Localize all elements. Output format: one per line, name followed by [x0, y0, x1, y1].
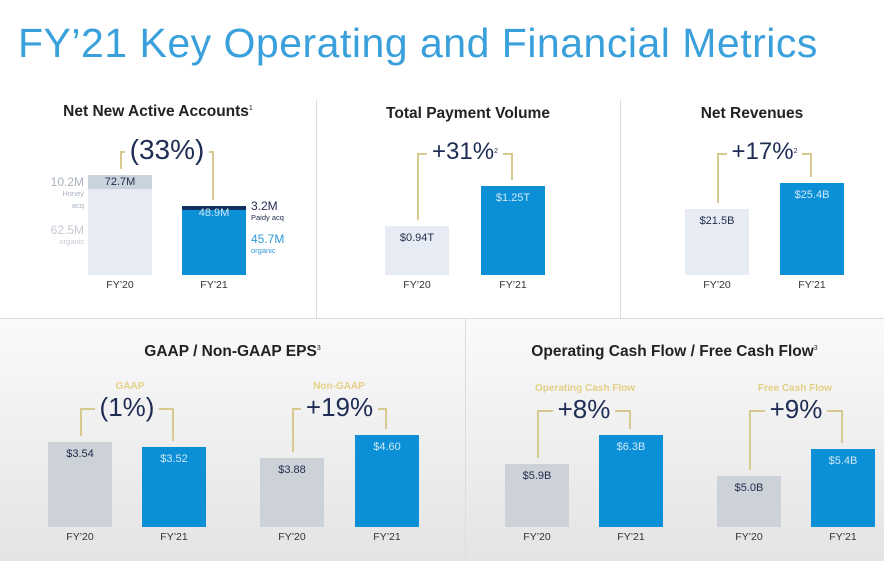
panel-title-eps: GAAP / Non-GAAP EPS3 — [144, 343, 321, 360]
growth-bracket: (33%) — [120, 135, 215, 201]
panel-title-total-payment-volume: Total Payment Volume — [386, 105, 550, 122]
footnote-marker: 2 — [793, 148, 798, 155]
x-tick-label: FY’21 — [160, 531, 188, 543]
bar-value-label: $3.88 — [278, 463, 306, 476]
bar-value-label: $21.5B — [699, 214, 735, 227]
bracket-arm — [502, 153, 513, 180]
x-tick-label: FY’21 — [617, 531, 645, 543]
x-tick-label: FY’21 — [499, 279, 527, 291]
bracket-arm — [209, 151, 215, 201]
x-tick-label: FY’20 — [278, 531, 306, 543]
fy20-organic-label: 62.5M organic — [50, 223, 84, 246]
x-tick-label: FY’20 — [403, 279, 431, 291]
bracket-arm — [80, 408, 95, 436]
bar-value-label: 72.7M — [104, 176, 136, 189]
divider — [465, 318, 466, 561]
growth-bracket: +31%2 — [417, 138, 513, 220]
fy20-bar: $5.9B — [505, 463, 569, 527]
growth-value: (33%) — [129, 134, 205, 165]
subtitle-operating-cash-flow: Operating Cash Flow — [534, 383, 635, 394]
x-tick-label: FY’20 — [735, 531, 763, 543]
growth-value: +31% — [432, 138, 495, 165]
growth-label: (33%) — [125, 135, 210, 165]
x-tick-label: FY’21 — [829, 531, 857, 543]
fy20-bar: $0.94T — [385, 225, 449, 275]
divider — [0, 318, 884, 319]
growth-label: +8% — [553, 394, 616, 424]
fy20-bar: $3.88 — [260, 457, 324, 527]
fy21-bar: $5.4B — [811, 448, 875, 527]
bar-value-label: $5.0B — [734, 481, 764, 494]
fy21-bar: $3.52 — [142, 447, 206, 527]
paidy-acq-label: 3.2M Paidy acq — [251, 199, 284, 222]
bar-value-label: $0.94T — [399, 231, 435, 244]
bar-value-label: $5.9B — [522, 469, 552, 482]
bracket-arm — [378, 408, 388, 429]
fy20-bar: $5.0B — [717, 475, 781, 527]
bracket-arm — [827, 410, 844, 443]
bracket-arm — [537, 410, 553, 458]
fy21-bar: $6.3B — [599, 434, 663, 527]
bracket-arm — [120, 151, 125, 170]
fy20-bar: $21.5B — [685, 208, 749, 275]
bracket-arm — [802, 153, 812, 177]
bar-value-label: $1.25T — [495, 191, 531, 204]
bar-value-label: $3.54 — [66, 448, 94, 460]
divider — [620, 100, 621, 318]
subtitle-free-cash-flow: Free Cash Flow — [758, 383, 832, 394]
fy20-bar: 72.7M — [88, 175, 152, 275]
bracket-arm — [717, 153, 727, 203]
bracket-arm — [749, 410, 765, 470]
bar-value-label: $5.4B — [828, 454, 858, 467]
x-tick-label: FY’20 — [66, 531, 94, 543]
x-tick-label: FY’20 — [703, 279, 731, 291]
bar-value-label: $6.3B — [616, 440, 646, 453]
bracket-arm — [417, 153, 428, 220]
growth-label: +17%2 — [727, 137, 803, 167]
growth-bracket: +19% — [292, 392, 388, 452]
bracket-arm — [292, 408, 301, 452]
x-tick-label: FY’20 — [523, 531, 551, 543]
subtitle-gaap: GAAP — [115, 381, 145, 392]
growth-value: +19% — [305, 392, 374, 422]
growth-value: +9% — [769, 394, 823, 424]
honey-acq-label: 10.2M Honey acq — [50, 175, 84, 210]
fy21-bar: 48.9M — [182, 206, 246, 275]
subtitle-non-gaap: Non-GAAP — [313, 381, 365, 392]
fy21-bar: $4.60 — [355, 434, 419, 527]
bracket-arm — [615, 410, 632, 429]
x-tick-label: FY’21 — [798, 279, 826, 291]
x-tick-label: FY’20 — [106, 279, 134, 291]
paidy-acq-segment — [182, 206, 246, 211]
growth-label: (1%) — [95, 392, 160, 422]
growth-bracket: (1%) — [80, 392, 174, 441]
growth-label: +9% — [765, 394, 828, 424]
slide-title: FY’21 Key Operating and Financial Metric… — [18, 20, 818, 66]
bar-value-label: $25.4B — [794, 188, 830, 201]
growth-label: +19% — [301, 392, 378, 422]
growth-value: (1%) — [99, 392, 155, 422]
footnote-marker: 2 — [494, 148, 498, 155]
honey-acq-segment — [88, 175, 152, 189]
fy21-bar: $1.25T — [481, 185, 545, 275]
fy20-bar: $3.54 — [48, 442, 112, 527]
divider — [316, 100, 317, 318]
growth-value: +17% — [731, 138, 794, 165]
panel-title-net-new-active-accounts: Net New Active Accounts1 — [63, 103, 253, 120]
x-tick-label: FY’21 — [373, 531, 401, 543]
bar-value-label: $4.60 — [373, 440, 401, 453]
panel-title-net-revenues: Net Revenues — [700, 105, 804, 122]
fy21-bar: $25.4B — [780, 182, 844, 275]
fy21-organic-label: 45.7M organic — [251, 232, 285, 255]
growth-bracket: +9% — [749, 394, 844, 470]
growth-label: +31%2 — [427, 137, 503, 167]
bracket-arm — [159, 408, 174, 441]
bar-value-label: 48.9M — [198, 207, 230, 220]
growth-bracket: +17%2 — [717, 138, 812, 203]
growth-value: +8% — [557, 394, 611, 424]
bar-value-label: $3.52 — [160, 453, 188, 465]
panel-title-cash-flow: Operating Cash Flow / Free Cash Flow3 — [531, 343, 818, 360]
growth-bracket: +8% — [537, 394, 632, 458]
x-tick-label: FY’21 — [200, 279, 228, 291]
